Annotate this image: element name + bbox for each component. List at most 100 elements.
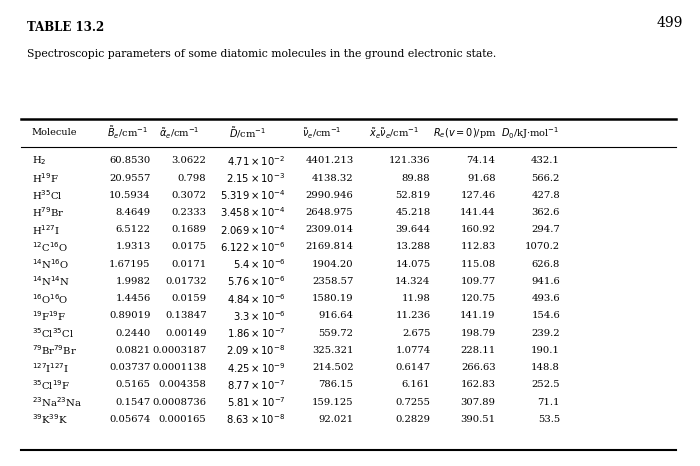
Text: $^{39}$K$^{39}$K: $^{39}$K$^{39}$K: [32, 412, 67, 426]
Text: $2.15 \times 10^{-3}$: $2.15 \times 10^{-3}$: [226, 171, 286, 185]
Text: 0.05674: 0.05674: [109, 415, 150, 424]
Text: 92.021: 92.021: [318, 415, 354, 424]
Text: 0.3072: 0.3072: [172, 191, 206, 200]
Text: $1.86 \times 10^{-7}$: $1.86 \times 10^{-7}$: [227, 326, 286, 340]
Text: H$^{79}$Br: H$^{79}$Br: [32, 206, 64, 219]
Text: $3.458 \times 10^{-4}$: $3.458 \times 10^{-4}$: [220, 206, 286, 219]
Text: 786.15: 786.15: [318, 380, 354, 390]
Text: 2309.014: 2309.014: [305, 225, 354, 234]
Text: 159.125: 159.125: [312, 397, 354, 407]
Text: $3.3 \times 10^{-6}$: $3.3 \times 10^{-6}$: [232, 309, 286, 323]
Text: 252.5: 252.5: [531, 380, 560, 390]
Text: $^{19}$F$^{19}$F: $^{19}$F$^{19}$F: [32, 309, 66, 323]
Text: 53.5: 53.5: [538, 415, 560, 424]
Text: 0.2333: 0.2333: [172, 208, 206, 217]
Text: 0.000165: 0.000165: [159, 415, 206, 424]
Text: 91.68: 91.68: [467, 173, 496, 183]
Text: Molecule: Molecule: [32, 128, 77, 137]
Text: 362.6: 362.6: [531, 208, 560, 217]
Text: 239.2: 239.2: [531, 329, 560, 338]
Text: 3.0622: 3.0622: [172, 156, 206, 165]
Text: 60.8530: 60.8530: [109, 156, 150, 165]
Text: TABLE 13.2: TABLE 13.2: [27, 21, 104, 34]
Text: 2648.975: 2648.975: [306, 208, 354, 217]
Text: 1.4456: 1.4456: [116, 294, 150, 303]
Text: 74.14: 74.14: [467, 156, 496, 165]
Text: 2.675: 2.675: [402, 329, 430, 338]
Text: $5.319 \times 10^{-4}$: $5.319 \times 10^{-4}$: [220, 188, 286, 202]
Text: 0.0001138: 0.0001138: [152, 363, 206, 372]
Text: 0.0175: 0.0175: [172, 242, 206, 252]
Text: 162.83: 162.83: [461, 380, 496, 390]
Text: $^{79}$Br$^{79}$Br: $^{79}$Br$^{79}$Br: [32, 343, 76, 357]
Text: $^{35}$Cl$^{19}$F: $^{35}$Cl$^{19}$F: [32, 378, 69, 392]
Text: 141.44: 141.44: [460, 208, 496, 217]
Text: 148.8: 148.8: [531, 363, 560, 372]
Text: 6.5122: 6.5122: [116, 225, 150, 234]
Text: 0.1547: 0.1547: [116, 397, 150, 407]
Text: 198.79: 198.79: [461, 329, 496, 338]
Text: 941.6: 941.6: [531, 277, 560, 286]
Text: 13.288: 13.288: [395, 242, 430, 252]
Text: 141.19: 141.19: [460, 311, 496, 321]
Text: 1904.20: 1904.20: [312, 260, 354, 269]
Text: 0.1689: 0.1689: [172, 225, 206, 234]
Text: 0.03737: 0.03737: [109, 363, 150, 372]
Text: $8.77 \times 10^{-7}$: $8.77 \times 10^{-7}$: [228, 378, 286, 392]
Text: 160.92: 160.92: [461, 225, 496, 234]
Text: 4401.213: 4401.213: [305, 156, 354, 165]
Text: 427.8: 427.8: [531, 191, 560, 200]
Text: 390.51: 390.51: [461, 415, 496, 424]
Text: 39.644: 39.644: [395, 225, 430, 234]
Text: 0.00149: 0.00149: [165, 329, 206, 338]
Text: H$^{19}$F: H$^{19}$F: [32, 171, 58, 185]
Text: 559.72: 559.72: [318, 329, 354, 338]
Text: $\tilde{x}_e\tilde{\nu}_e$/cm$^{-1}$: $\tilde{x}_e\tilde{\nu}_e$/cm$^{-1}$: [369, 125, 419, 141]
Text: 266.63: 266.63: [461, 363, 496, 372]
Text: 499: 499: [656, 16, 682, 30]
Text: 121.336: 121.336: [389, 156, 430, 165]
Text: 0.13847: 0.13847: [165, 311, 206, 321]
Text: 2990.946: 2990.946: [306, 191, 354, 200]
Text: 0.7255: 0.7255: [395, 397, 430, 407]
Text: 626.8: 626.8: [531, 260, 560, 269]
Text: 1580.19: 1580.19: [312, 294, 354, 303]
Text: 0.0003187: 0.0003187: [153, 346, 206, 355]
Text: 14.075: 14.075: [395, 260, 430, 269]
Text: 1.9982: 1.9982: [116, 277, 150, 286]
Text: 1.0774: 1.0774: [395, 346, 430, 355]
Text: 109.77: 109.77: [461, 277, 496, 286]
Text: 214.502: 214.502: [312, 363, 354, 372]
Text: 916.64: 916.64: [318, 311, 354, 321]
Text: 0.798: 0.798: [178, 173, 206, 183]
Text: $5.4 \times 10^{-6}$: $5.4 \times 10^{-6}$: [232, 257, 286, 271]
Text: 0.0159: 0.0159: [172, 294, 206, 303]
Text: $6.122 \times 10^{-6}$: $6.122 \times 10^{-6}$: [220, 240, 286, 254]
Text: 432.1: 432.1: [531, 156, 560, 165]
Text: Spectroscopic parameters of some diatomic molecules in the ground electronic sta: Spectroscopic parameters of some diatomi…: [27, 49, 496, 59]
Text: 115.08: 115.08: [461, 260, 496, 269]
Text: $\tilde{B}_e$/cm$^{-1}$: $\tilde{B}_e$/cm$^{-1}$: [106, 124, 148, 141]
Text: 127.46: 127.46: [461, 191, 496, 200]
Text: 154.6: 154.6: [531, 311, 560, 321]
Text: $^{23}$Na$^{23}$Na: $^{23}$Na$^{23}$Na: [32, 395, 81, 409]
Text: 566.2: 566.2: [531, 173, 560, 183]
Text: $\tilde{D}$/cm$^{-1}$: $\tilde{D}$/cm$^{-1}$: [230, 125, 266, 140]
Text: $\tilde{\alpha}_e$/cm$^{-1}$: $\tilde{\alpha}_e$/cm$^{-1}$: [160, 125, 199, 141]
Text: $4.71 \times 10^{-2}$: $4.71 \times 10^{-2}$: [228, 154, 286, 168]
Text: 112.83: 112.83: [461, 242, 496, 252]
Text: 1.67195: 1.67195: [109, 260, 150, 269]
Text: $5.81 \times 10^{-7}$: $5.81 \times 10^{-7}$: [227, 395, 286, 409]
Text: 0.6147: 0.6147: [395, 363, 430, 372]
Text: 190.1: 190.1: [531, 346, 560, 355]
Text: H$^{127}$I: H$^{127}$I: [32, 223, 60, 237]
Text: 0.0171: 0.0171: [172, 260, 206, 269]
Text: 20.9557: 20.9557: [109, 173, 150, 183]
Text: 2358.57: 2358.57: [312, 277, 354, 286]
Text: 71.1: 71.1: [538, 397, 560, 407]
Text: 89.88: 89.88: [402, 173, 430, 183]
Text: $R_e(v=0)$/pm: $R_e(v=0)$/pm: [433, 126, 496, 140]
Text: 2169.814: 2169.814: [305, 242, 354, 252]
Text: 1.9313: 1.9313: [116, 242, 150, 252]
Text: 0.5165: 0.5165: [116, 380, 150, 390]
